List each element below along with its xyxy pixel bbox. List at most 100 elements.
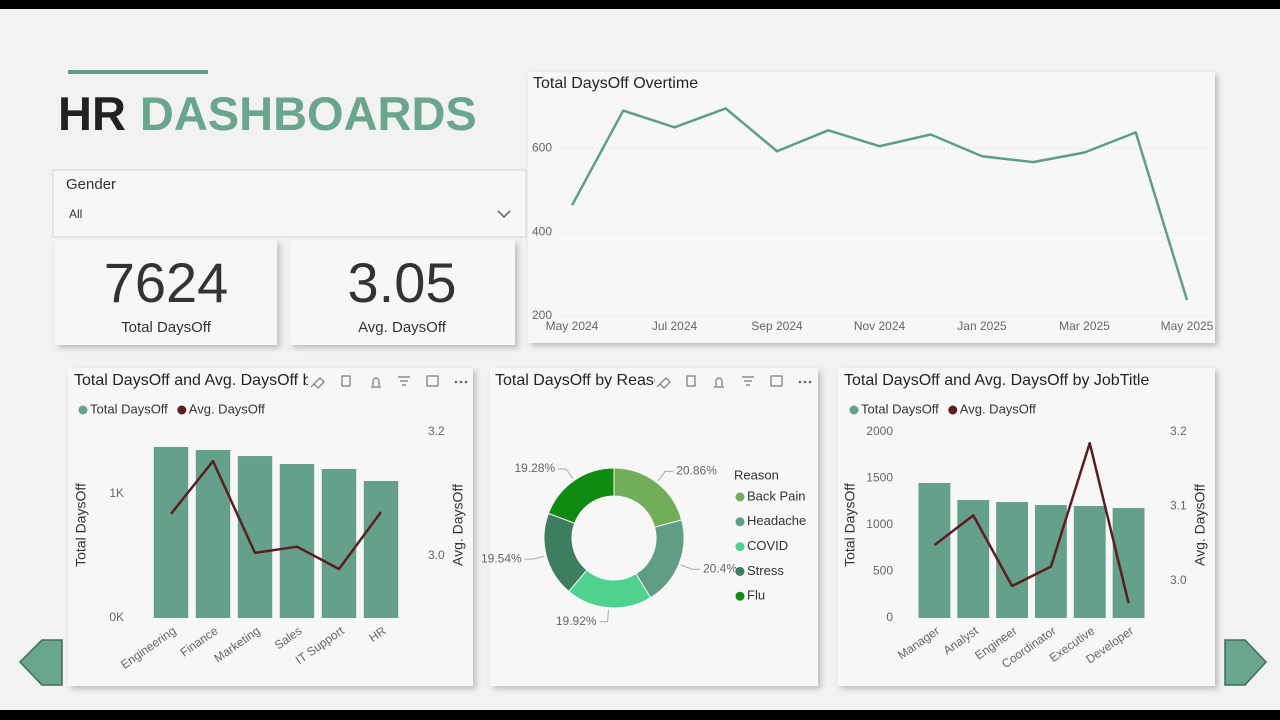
legend-marker xyxy=(735,566,745,576)
legend-label: Total DaysOff xyxy=(861,401,939,416)
legend-label: Flu xyxy=(747,588,765,603)
legend-label: COVID xyxy=(747,538,788,553)
pin-icon[interactable] xyxy=(656,377,671,389)
legend-label: Back Pain xyxy=(747,488,806,503)
bar xyxy=(321,468,357,618)
legend-label: Headache xyxy=(747,513,806,528)
leader-line xyxy=(599,609,609,623)
top-bar xyxy=(0,0,1280,9)
focus-icon[interactable] xyxy=(770,375,783,387)
y-tick-label: 1000 xyxy=(866,517,893,531)
x-tick-label: Jul 2024 xyxy=(652,319,698,333)
leader-line xyxy=(558,468,574,480)
y-tick-label: 0K xyxy=(109,610,124,624)
data-label: 19.28% xyxy=(514,461,555,475)
bar xyxy=(1073,506,1106,618)
x-tick-label: Sep 2024 xyxy=(751,319,803,333)
legend-label: Total DaysOff xyxy=(90,401,168,416)
more-dot[interactable] xyxy=(798,380,802,384)
legend-title: Reason xyxy=(734,467,779,482)
line xyxy=(570,107,1189,301)
accent-line xyxy=(68,70,208,74)
y2-tick-label: 3.0 xyxy=(428,548,445,562)
bar xyxy=(996,502,1029,618)
card-value: 3.05 xyxy=(348,251,457,314)
y-axis-title: Total DaysOff xyxy=(842,483,858,567)
legend-label: Avg. DaysOff xyxy=(189,401,265,416)
bar xyxy=(957,499,990,618)
y2-axis-title: Avg. DaysOff xyxy=(450,484,466,566)
x-tick-label: Nov 2024 xyxy=(854,319,906,333)
alert-icon[interactable] xyxy=(714,377,724,388)
bar xyxy=(237,456,273,618)
filter-icon[interactable] xyxy=(742,376,754,386)
bar xyxy=(1034,505,1067,618)
y-tick-label: 400 xyxy=(532,224,552,238)
nav-next[interactable] xyxy=(1224,639,1268,686)
x-tick-label: May 2024 xyxy=(546,319,599,333)
y-tick-label: 500 xyxy=(873,564,893,578)
slicer-chevron[interactable] xyxy=(497,210,511,218)
slicer-label: Gender xyxy=(66,176,116,193)
bottom-bar xyxy=(0,710,1280,720)
leader-line xyxy=(657,470,674,482)
alert-icon[interactable] xyxy=(371,377,381,388)
bar xyxy=(279,463,315,618)
y2-tick-label: 3.1 xyxy=(1170,499,1187,513)
legend-label: Avg. DaysOff xyxy=(960,401,1036,416)
legend-marker xyxy=(78,405,88,415)
slicer-value[interactable]: All xyxy=(69,207,82,221)
chart-title: Total DaysOff Overtime xyxy=(533,75,698,92)
bar xyxy=(363,480,399,618)
legend-marker xyxy=(735,542,745,552)
y-tick-label: 0 xyxy=(886,610,893,624)
legend-label: Stress xyxy=(747,563,784,578)
y-tick-label: 600 xyxy=(532,140,552,154)
pin-icon[interactable] xyxy=(310,377,325,389)
more-dot[interactable] xyxy=(464,380,468,384)
card xyxy=(290,240,515,345)
page-title: HR DASHBOARDS xyxy=(58,87,477,140)
chart-title: Total DaysOff and Avg. DaysOff by JobTit… xyxy=(844,372,1149,389)
focus-icon[interactable] xyxy=(426,375,439,387)
x-tick-label: Mar 2025 xyxy=(1059,319,1110,333)
slicer[interactable] xyxy=(52,169,527,238)
y2-tick-label: 3.2 xyxy=(428,424,445,438)
data-label: 19.54% xyxy=(481,551,522,565)
legend-marker xyxy=(735,591,745,601)
more-dot[interactable] xyxy=(459,380,463,384)
legend-marker xyxy=(735,517,745,527)
card xyxy=(55,240,277,345)
y2-axis-title: Avg. DaysOff xyxy=(1192,484,1208,566)
card-label: Avg. DaysOff xyxy=(358,319,447,336)
more-dot[interactable] xyxy=(454,380,458,384)
y-axis-title: Total DaysOff xyxy=(73,483,89,567)
y-tick-label: 1K xyxy=(109,486,124,500)
legend-marker xyxy=(177,405,187,415)
data-label: 20.86% xyxy=(676,464,717,478)
legend-marker xyxy=(948,405,958,415)
data-label: 20.4% xyxy=(703,561,737,575)
y-tick-label: 2000 xyxy=(866,424,893,438)
y-tick-label: 200 xyxy=(532,308,552,322)
chart-title: Total DaysOff by Reason xyxy=(495,372,672,389)
title-accent: DASHBOARDS xyxy=(140,87,477,140)
copy-icon[interactable] xyxy=(686,375,696,387)
line xyxy=(170,459,383,571)
y2-tick-label: 3.0 xyxy=(1170,573,1187,587)
filter-icon[interactable] xyxy=(398,376,410,386)
x-tick-label: May 2025 xyxy=(1161,319,1214,333)
bar xyxy=(153,447,189,618)
bar xyxy=(918,482,951,618)
more-dot[interactable] xyxy=(808,380,812,384)
bar xyxy=(195,449,231,618)
nav-prev[interactable] xyxy=(18,639,63,686)
legend-marker xyxy=(849,405,859,415)
leader-line xyxy=(680,564,700,570)
copy-icon[interactable] xyxy=(341,375,351,387)
data-label: 19.92% xyxy=(556,614,597,628)
y-tick-label: 1500 xyxy=(866,471,893,485)
more-dot[interactable] xyxy=(803,380,807,384)
leader-line xyxy=(524,555,545,560)
